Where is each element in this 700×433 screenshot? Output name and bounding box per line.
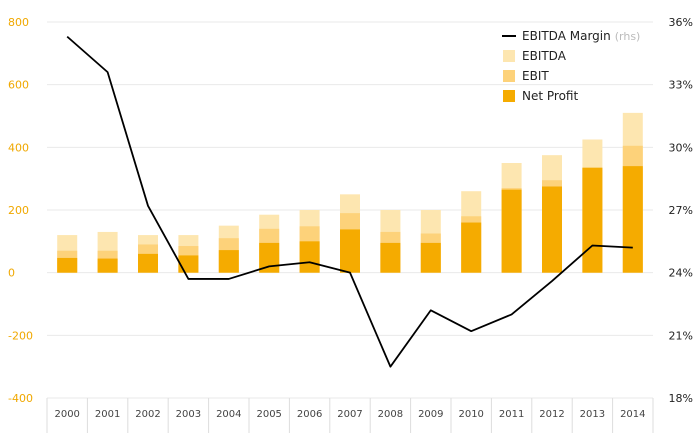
y-left-tick-label: 800 [8,16,29,29]
x-tick-label: 2014 [620,409,645,420]
x-tick-label: 2010 [458,409,483,420]
bars-group [57,112,643,273]
bar-net-profit [420,242,441,273]
legend-swatch-ebit [503,70,515,82]
x-tick-label: 2013 [580,409,605,420]
bar-net-profit [178,255,199,273]
legend-swatch-ebitda [503,50,515,62]
y-right-tick-label: 33% [669,79,693,92]
x-tick-label: 2007 [337,409,362,420]
y-left-tick-label: 0 [8,267,15,280]
bar-net-profit [501,189,522,273]
legend: EBITDA Margin (rhs) EBITDA EBIT Net Profit [502,29,640,103]
bar-net-profit [218,250,239,273]
legend-label-ebitda: EBITDA [522,49,567,63]
x-tick-label: 2009 [418,409,443,420]
x-tick-label: 2011 [499,409,524,420]
y-right-tick-label: 24% [669,267,693,280]
bar-net-profit [138,253,158,273]
y-left-tick-label: 400 [8,141,29,154]
x-tick-label: 2012 [539,409,564,420]
x-tick-label: 2006 [297,409,322,420]
y-right-tick-label: 36% [669,16,693,29]
legend-swatch-net-profit [503,90,515,102]
bar-net-profit [299,241,320,273]
y-left-tick-label: 600 [8,79,29,92]
y-right-tick-label: 30% [669,141,693,154]
y-left-tick-label: -400 [8,392,33,405]
x-tick-label: 2008 [378,409,403,420]
bar-net-profit [461,222,482,273]
y-left-tick-label: 200 [8,204,29,217]
bar-net-profit [622,166,643,273]
legend-label-net-profit: Net Profit [522,89,578,103]
axes-group: -400 18% -200 21% 0 24% 200 27% 400 30% 600 33% 800 3… [8,16,693,420]
x-tick-label: 2000 [54,409,79,420]
margin-line-group [66,35,633,368]
x-tick-label: 2003 [176,409,201,420]
x-tick-label: 2002 [135,409,160,420]
bar-net-profit [97,258,118,273]
bar-net-profit [380,242,401,273]
x-tick-label: 2001 [95,409,120,420]
y-right-tick-label: 21% [669,329,693,342]
bar-net-profit [340,229,360,273]
legend-label-ebit: EBIT [522,69,549,83]
y-right-tick-label: 27% [669,204,693,217]
x-tick-label: 2005 [256,409,281,420]
y-right-tick-label: 18% [669,392,693,405]
y-left-tick-label: -200 [8,329,33,342]
bar-net-profit [57,257,78,273]
bar-net-profit [542,186,562,273]
x-tick-label: 2004 [216,409,241,420]
legend-label-ebitda-margin: EBITDA Margin (rhs) [522,29,640,43]
bar-net-profit [582,167,603,273]
